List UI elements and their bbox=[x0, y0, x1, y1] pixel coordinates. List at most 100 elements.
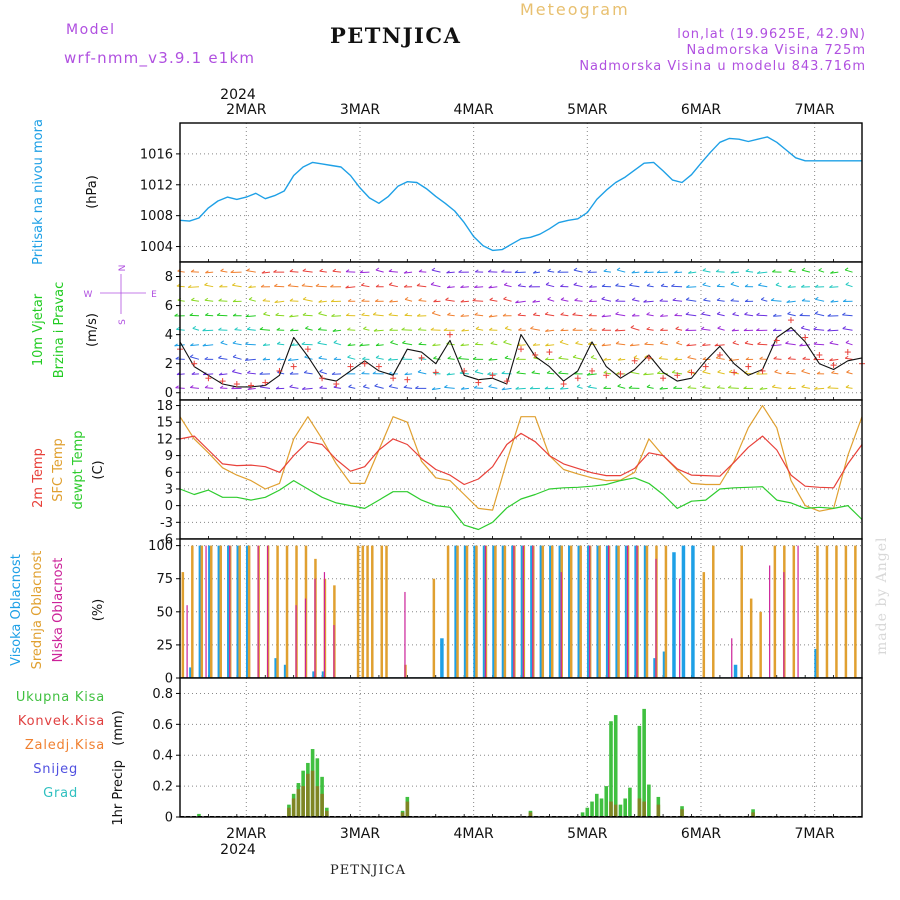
cloud-bar bbox=[577, 545, 582, 678]
wind-arrow-head bbox=[827, 328, 831, 332]
wind-arrow bbox=[401, 329, 413, 331]
wind-arrow-head bbox=[756, 371, 760, 375]
cloud-bar bbox=[520, 545, 525, 678]
wind-arrow-head bbox=[232, 369, 236, 372]
wind-arrow bbox=[220, 270, 228, 273]
wind-arrow-head bbox=[745, 357, 750, 360]
wind-arrow bbox=[388, 270, 398, 273]
wind-arrow-head bbox=[374, 299, 379, 302]
wind-arrow-head bbox=[685, 328, 689, 331]
wind-arrow-head bbox=[732, 340, 737, 344]
wind-arrow-head bbox=[730, 270, 735, 274]
wind-arrow-head bbox=[773, 356, 778, 360]
wind-arrow-head bbox=[671, 283, 675, 287]
wind-arrow bbox=[744, 342, 754, 346]
wind-arrow-head bbox=[287, 283, 292, 287]
conv-bar bbox=[609, 801, 613, 817]
cloud-bar bbox=[475, 545, 478, 678]
cloud-bar bbox=[385, 545, 388, 678]
wind-arrow-head bbox=[786, 299, 791, 303]
wind-arrow bbox=[830, 300, 839, 303]
wind-arrow-head bbox=[416, 313, 421, 317]
wind-arrow-head bbox=[302, 312, 307, 316]
wind-arrow bbox=[845, 284, 853, 288]
precip-legend-item-3: Snijeg bbox=[33, 762, 78, 777]
temp-ylabel-2m: 2m Temp bbox=[31, 448, 46, 508]
wind-arrow bbox=[532, 300, 541, 303]
wind-arrow bbox=[643, 373, 654, 376]
watermark: made by Angel bbox=[874, 537, 890, 656]
wind-arrow bbox=[289, 315, 299, 318]
wind-arrow-head bbox=[218, 298, 222, 302]
wind-arrow bbox=[675, 328, 683, 331]
wind-arrow bbox=[731, 329, 739, 332]
rain-bar bbox=[642, 708, 646, 817]
wind-arrow-head bbox=[658, 356, 663, 359]
wind-arrow bbox=[347, 329, 356, 331]
wind-arrow-head bbox=[431, 267, 436, 271]
bottom-day-label-0: 2MAR bbox=[226, 826, 267, 842]
wind-arrow bbox=[234, 329, 242, 331]
wind-arrow bbox=[203, 373, 214, 376]
wind-arrow bbox=[687, 387, 697, 389]
conv-bar bbox=[315, 786, 320, 817]
wind-arrow-head bbox=[532, 270, 537, 274]
wind-arrow-head bbox=[801, 384, 805, 388]
wind-arrow bbox=[787, 313, 796, 317]
wind-arrow-head bbox=[388, 312, 393, 316]
wind-arrow bbox=[388, 358, 398, 361]
wind-arrow-head bbox=[231, 386, 235, 390]
cloud-bar bbox=[769, 565, 771, 678]
wind-arrow-head bbox=[533, 312, 537, 316]
wind-arrow-head bbox=[502, 313, 507, 317]
wind-arrow-head bbox=[205, 270, 209, 274]
wind-arrow bbox=[402, 342, 413, 346]
wind-arrow-head bbox=[345, 285, 349, 289]
wind-arrow-head bbox=[277, 357, 281, 361]
wind-arrow bbox=[301, 285, 313, 288]
wind-arrow bbox=[631, 271, 640, 274]
wind-arrow-head bbox=[516, 370, 520, 374]
wind-arrow-head bbox=[418, 341, 422, 345]
wind-arrow-head bbox=[274, 300, 279, 303]
wind-arrow-head bbox=[514, 270, 519, 274]
wind-arrow-head bbox=[574, 298, 578, 301]
wind-arrow-head bbox=[460, 299, 465, 303]
wind-arrow bbox=[219, 373, 228, 376]
wind-arrow bbox=[288, 358, 299, 361]
wind-arrow bbox=[573, 284, 583, 288]
wind-arrow bbox=[545, 344, 555, 347]
wind-arrow bbox=[686, 299, 697, 302]
rain-bar bbox=[609, 721, 613, 817]
wind-gust-markers bbox=[177, 317, 865, 389]
wind-arrow-head bbox=[474, 269, 479, 273]
cloud-bar bbox=[541, 545, 545, 678]
cloud-bar bbox=[579, 545, 582, 678]
wind-arrow-head bbox=[503, 296, 507, 300]
wind-arrow-head bbox=[844, 267, 849, 271]
wind-arrow bbox=[191, 299, 200, 302]
wind-arrow-head bbox=[345, 269, 350, 273]
wind-arrow-head bbox=[603, 370, 608, 374]
wind-arrow bbox=[460, 300, 469, 303]
wind-arrow-head bbox=[319, 369, 323, 372]
wind-arrow bbox=[190, 356, 200, 360]
top-day-label-3: 5MAR bbox=[567, 102, 608, 118]
wind-arrow bbox=[289, 270, 299, 273]
wind-arrow bbox=[374, 385, 384, 389]
top-day-labels: 2MAR 3MAR 4MAR 5MAR 6MAR 7MAR bbox=[226, 102, 835, 118]
wind-arrow-head bbox=[643, 270, 648, 274]
wind-arrow-head bbox=[503, 282, 508, 286]
wind-arrow-head bbox=[573, 267, 578, 271]
wind-arrow bbox=[717, 371, 725, 375]
wind-arrow bbox=[245, 315, 256, 318]
pressure-ylabel: Pritisak na nivou mora bbox=[31, 119, 46, 265]
wind-arrow-head bbox=[603, 357, 607, 361]
wind-arrow bbox=[403, 386, 413, 389]
wind-arrow-head bbox=[388, 282, 393, 286]
wind-arrow bbox=[430, 283, 441, 288]
wind-arrow-head bbox=[302, 386, 306, 390]
cloud-bar bbox=[205, 545, 207, 678]
wind-arrow bbox=[603, 270, 612, 273]
temp-axis-title: 2m Temp SFC Temp dewpt Temp (C) bbox=[31, 430, 106, 509]
